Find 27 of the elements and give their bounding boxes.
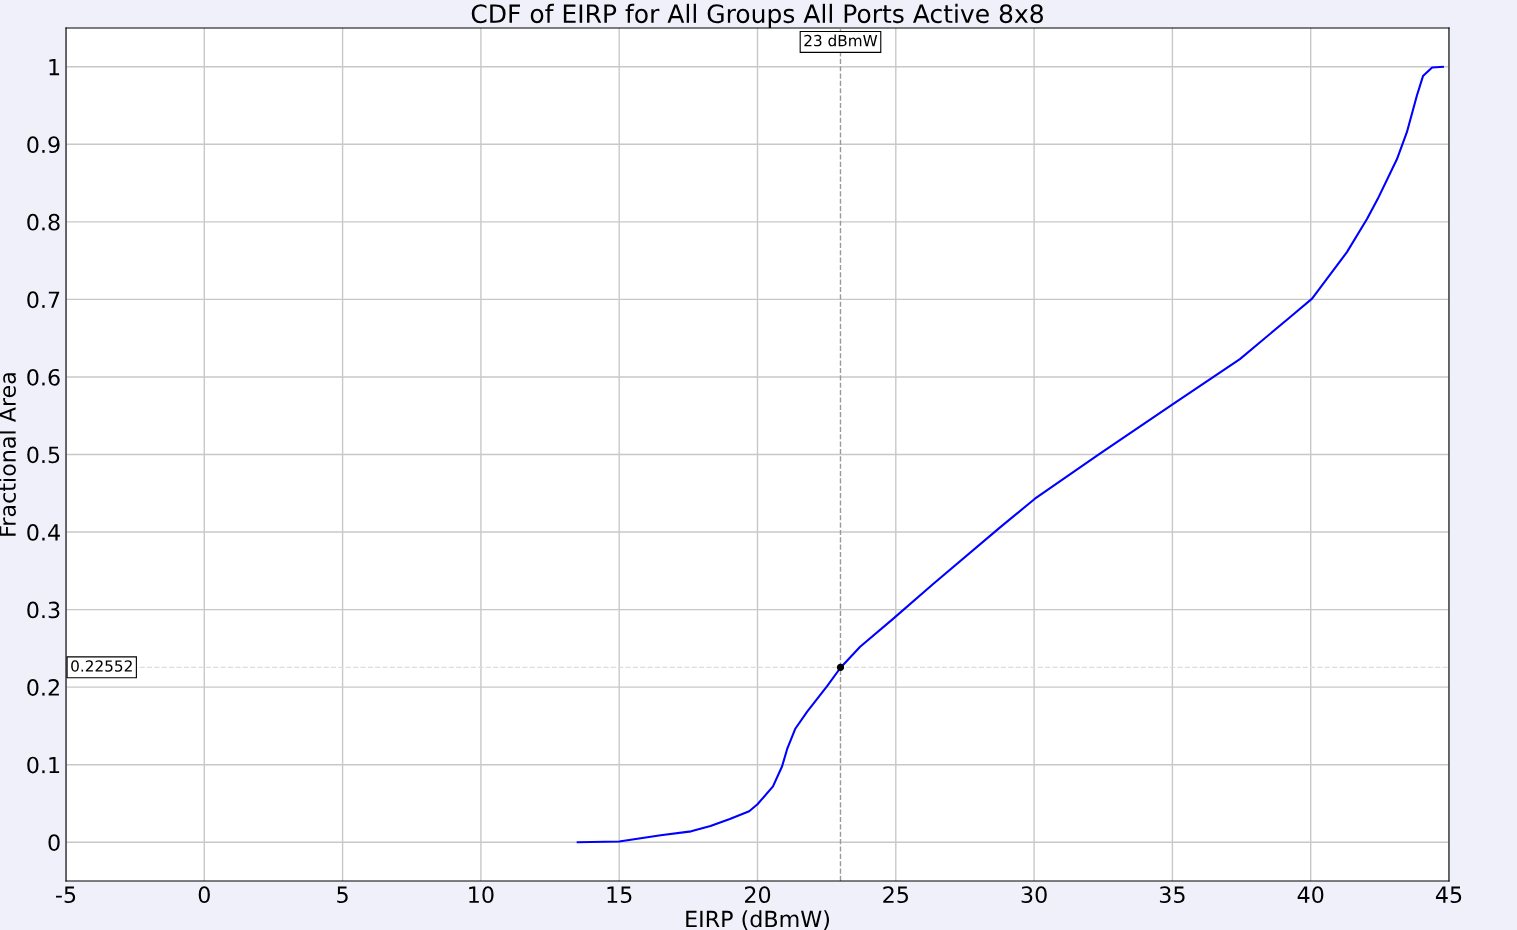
x-tick-label: 35	[1159, 886, 1185, 904]
ref-line-label: 0.22552	[71, 660, 132, 672]
y-tick-label: 0.7	[27, 291, 60, 309]
y-tick-label: 1	[49, 59, 60, 76]
x-tick-label: 45	[1435, 886, 1462, 904]
x-tick-label: -5	[56, 886, 76, 904]
y-tick-label: 0.8	[27, 213, 60, 231]
x-tick-label: 15	[607, 886, 632, 904]
chart-title: CDF of EIRP for All Groups All Ports Active 8x8	[471, 3, 1043, 28]
x-axis-title: EIRP (dBmW)	[686, 910, 829, 930]
x-tick-label: 20	[744, 886, 771, 904]
x-tick-label: 10	[469, 886, 494, 904]
y-tick-label: 0.6	[27, 368, 60, 386]
x-tick-label: 5	[337, 886, 348, 904]
y-tick-label: 0	[48, 834, 60, 851]
y-tick-label: 0.5	[27, 446, 60, 464]
y-tick-label: 0.1	[27, 756, 60, 774]
line-series	[576, 65, 1444, 844]
y-tick-label: 0.2	[27, 679, 59, 696]
ref-line-label: 23 dBmW	[804, 34, 878, 47]
x-tick-label: 40	[1297, 886, 1324, 904]
y-tick-label: 0.3	[27, 601, 60, 619]
x-tick-label: 30	[1021, 886, 1047, 904]
x-tick-label: 0	[198, 886, 210, 904]
y-tick-label: 0.9	[27, 136, 60, 154]
y-tick-label: 0.4	[27, 524, 60, 541]
x-tick-label: 25	[883, 886, 908, 904]
